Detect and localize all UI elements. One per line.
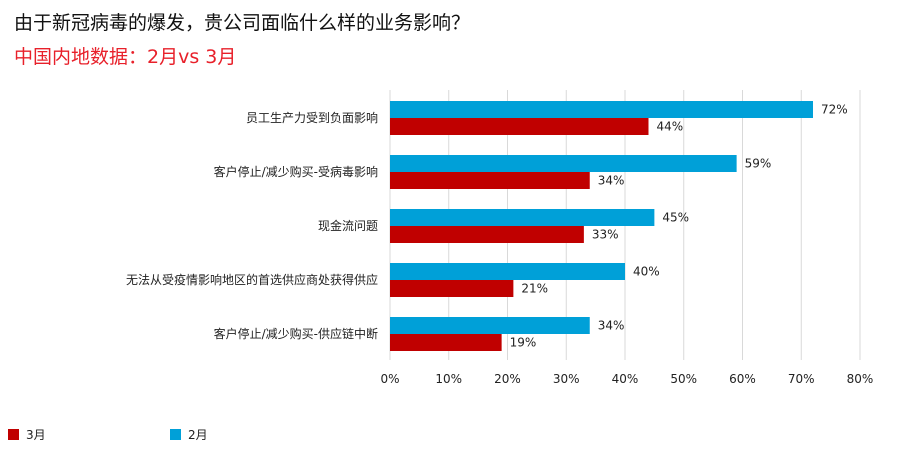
bar-february — [390, 209, 655, 226]
bar-february — [390, 263, 625, 280]
bar-february — [390, 101, 813, 118]
legend-item-march: 3月 — [8, 426, 46, 443]
category-label: 客户停止/减少购买-受病毒影响 — [214, 164, 378, 179]
data-label: 19% — [510, 336, 537, 350]
legend-item-february: 2月 — [170, 426, 208, 443]
data-label: 40% — [633, 265, 660, 279]
category-label: 无法从受疫情影响地区的首选供应商处获得供应 — [126, 272, 378, 287]
bar-march — [390, 226, 584, 243]
bar-march — [390, 334, 502, 351]
data-label: 59% — [745, 157, 772, 171]
legend-swatch-march — [8, 429, 19, 440]
data-label: 44% — [657, 120, 684, 134]
chart-title: 由于新冠病毒的爆发，贵公司面临什么样的业务影响？ — [14, 12, 471, 34]
data-label: 45% — [662, 211, 689, 225]
x-tick-label: 30% — [553, 372, 580, 386]
x-tick-label: 10% — [435, 372, 462, 386]
x-tick-label: 20% — [494, 372, 521, 386]
x-tick-label: 70% — [788, 372, 815, 386]
data-label: 34% — [598, 319, 625, 333]
x-tick-label: 40% — [612, 372, 639, 386]
x-tick-label: 80% — [847, 372, 874, 386]
legend-label-march: 3月 — [26, 428, 46, 442]
category-label: 客户停止/减少购买-供应链中断 — [214, 326, 378, 341]
data-label: 33% — [592, 228, 619, 242]
data-label: 21% — [521, 282, 548, 296]
bar-march — [390, 280, 514, 297]
bar-march — [390, 118, 649, 135]
category-label: 员工生产力受到负面影响 — [246, 110, 378, 125]
chart-subtitle: 中国内地数据：2月vs 3月 — [14, 46, 237, 68]
data-label: 72% — [821, 103, 848, 117]
bar-february — [390, 317, 590, 334]
legend-label-february: 2月 — [188, 428, 208, 442]
x-tick-label: 0% — [380, 372, 399, 386]
x-tick-label: 60% — [729, 372, 756, 386]
legend-swatch-february — [170, 429, 181, 440]
bar-february — [390, 155, 737, 172]
x-tick-label: 50% — [670, 372, 697, 386]
bar-march — [390, 172, 590, 189]
category-label: 现金流问题 — [318, 218, 378, 233]
bar-chart: 0% 10% 20% 30% 40% 50% 60% 70% 80% 员工生产力受到负面影响 72%… — [126, 90, 874, 386]
data-label: 34% — [598, 174, 625, 188]
